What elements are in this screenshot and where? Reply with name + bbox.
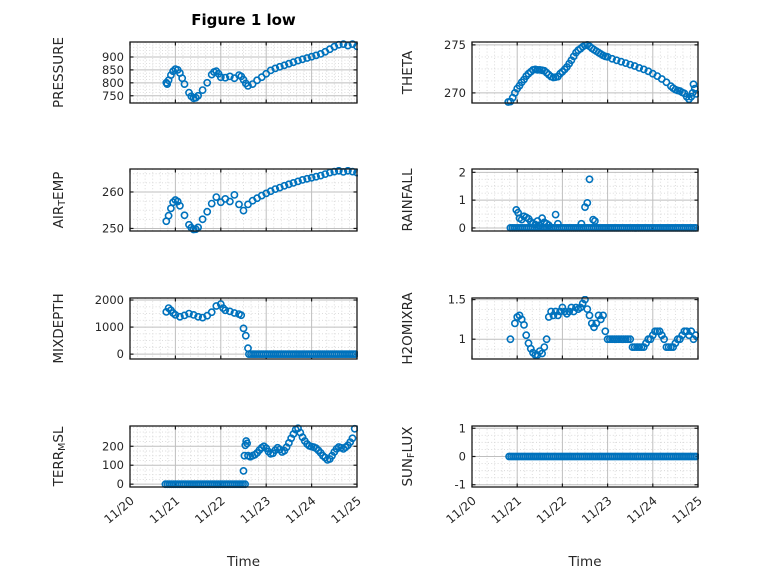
x-tick-labels: 11/20 11/21 11/22 11/23 11/24 11/25: [443, 494, 704, 527]
svg-text:11/22: 11/22: [192, 494, 227, 527]
y-axis-label-terr-msl: TERRMSL: [51, 426, 68, 487]
svg-text:11/21: 11/21: [147, 494, 182, 527]
y-tick-labels: 270 275: [444, 38, 466, 100]
svg-text:0: 0: [459, 450, 466, 464]
svg-text:11/25: 11/25: [669, 494, 704, 527]
y-axis-label-rainfall: RAINFALL: [400, 168, 416, 231]
y-tick-labels: 0 1000 2000: [95, 293, 124, 361]
svg-text:1.5: 1.5: [448, 293, 466, 307]
minor-grid: [472, 169, 698, 231]
svg-text:900: 900: [102, 50, 124, 64]
svg-text:11/23: 11/23: [579, 494, 614, 527]
data-series-h2omixra: [506, 296, 699, 359]
minor-grid: [130, 42, 357, 103]
y-tick-labels: 0 1 2: [459, 165, 466, 235]
svg-text:2: 2: [459, 165, 466, 179]
axes-box: [129, 168, 358, 232]
axes-box: [129, 425, 358, 488]
x-tick-labels: 11/20 11/21 11/22 11/23 11/24 11/25: [101, 494, 363, 527]
svg-text:0: 0: [117, 347, 124, 361]
svg-text:1: 1: [459, 193, 466, 207]
svg-text:11/24: 11/24: [283, 494, 318, 527]
data-series-air-temp: [162, 167, 358, 234]
svg-text:800: 800: [102, 76, 124, 90]
subplot-theta: 270 275 THETA: [400, 38, 699, 106]
svg-text:275: 275: [444, 38, 466, 52]
minor-grid: [472, 426, 698, 487]
svg-text:2000: 2000: [95, 293, 124, 307]
minor-grid: [130, 426, 357, 487]
svg-text:11/25: 11/25: [328, 494, 363, 527]
svg-text:11/23: 11/23: [238, 494, 273, 527]
axes-box: [471, 425, 699, 488]
svg-text:11/20: 11/20: [101, 494, 136, 527]
svg-text:1: 1: [459, 421, 466, 435]
y-axis-label-pressure: PRESSURE: [51, 37, 67, 108]
y-axis-label-mixdepth: MIXDEPTH: [51, 293, 67, 363]
subplot-air-temp: 250 260 AIRTEMP: [51, 167, 358, 235]
subplot-mixdepth: 0 1000 2000 MIXDEPTH: [51, 293, 358, 364]
y-tick-labels: 250 260: [102, 185, 124, 235]
svg-text:-1: -1: [455, 478, 466, 492]
svg-text:0: 0: [117, 477, 124, 491]
axes-box: [129, 41, 358, 104]
axes-box: [129, 297, 358, 360]
data-series-pressure: [162, 40, 358, 103]
svg-text:11/22: 11/22: [534, 494, 569, 527]
y-tick-labels: -1 0 1: [455, 421, 466, 491]
subplot-rainfall: 0 1 2 RAINFALL: [400, 165, 699, 235]
y-tick-labels: 0 100 200: [102, 439, 124, 491]
y-axis-label-air-temp: AIRTEMP: [51, 172, 68, 229]
x-axis-label-right: Time: [568, 554, 602, 570]
svg-text:1000: 1000: [95, 320, 124, 334]
y-tick-labels: 11.5: [448, 293, 466, 347]
svg-text:270: 270: [444, 86, 466, 100]
svg-text:11/24: 11/24: [624, 494, 659, 527]
data-series-mixdepth: [162, 300, 358, 358]
y-axis-label-theta: THETA: [400, 50, 416, 95]
svg-text:11/21: 11/21: [489, 494, 524, 527]
svg-text:11/20: 11/20: [443, 494, 478, 527]
axes-box: [471, 168, 699, 232]
svg-text:750: 750: [102, 89, 124, 103]
svg-text:1: 1: [459, 332, 466, 346]
data-series-theta: [504, 41, 699, 106]
axes-box: [471, 41, 699, 104]
svg-text:0: 0: [459, 221, 466, 235]
svg-text:250: 250: [102, 221, 124, 235]
y-axis-label-h2omixra: H2OMIXRA: [400, 292, 416, 365]
svg-text:200: 200: [102, 439, 124, 453]
svg-text:850: 850: [102, 63, 124, 77]
svg-text:100: 100: [102, 458, 124, 472]
axes-box: [471, 297, 699, 360]
y-axis-label-sun-flux: SUNFLUX: [400, 426, 417, 486]
svg-text:260: 260: [102, 185, 124, 199]
x-axis-label-left: Time: [226, 554, 261, 570]
figure-title: Figure 1 low: [191, 11, 296, 29]
data-series-sun-flux: [505, 452, 699, 461]
